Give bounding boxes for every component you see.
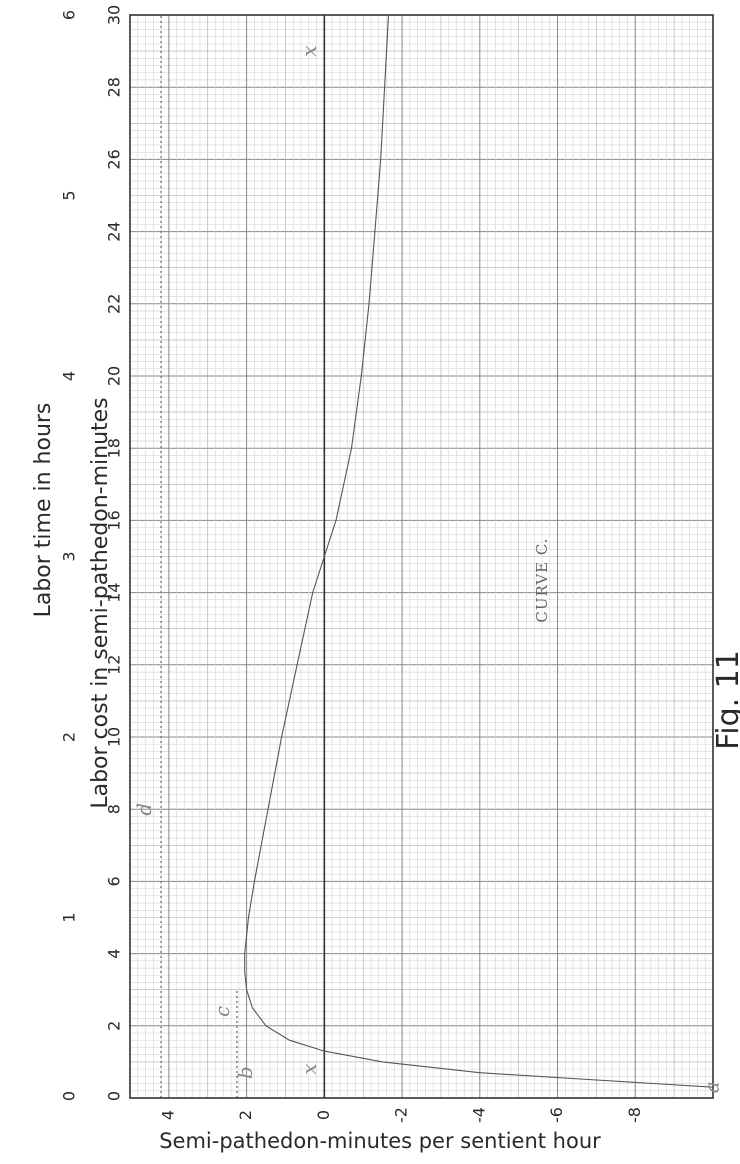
chart-title: CURVE C. (533, 537, 551, 622)
plot-frame (129, 14, 714, 1099)
cost-tick-label: 28 (105, 77, 124, 97)
time-tick-label: 6 (60, 10, 79, 20)
point-label-x: x (297, 1063, 321, 1074)
time-tick-label: 3 (60, 551, 79, 561)
cost-tick-label: 30 (105, 5, 124, 25)
value-tick-label: -4 (469, 1107, 488, 1123)
cost-tick-label: 14 (105, 582, 124, 602)
value-tick-label: 0 (314, 1110, 333, 1120)
x-axis-label-time: Labor time in hours (31, 403, 56, 618)
time-tick-label: 5 (60, 190, 79, 200)
cost-tick-label: 8 (105, 804, 124, 814)
cost-tick-label: 26 (105, 149, 124, 169)
cost-tick-label: 12 (105, 655, 124, 675)
cost-tick-label: 16 (105, 510, 124, 530)
cost-tick-label: 10 (105, 727, 124, 747)
point-label-b: b (233, 1066, 257, 1079)
value-tick-label: 4 (158, 1110, 177, 1120)
value-tick-label: -8 (625, 1107, 644, 1123)
value-tick-label: -2 (392, 1107, 411, 1123)
series-line (244, 14, 714, 1088)
point-label-a: a (700, 1081, 724, 1093)
cost-tick-label: 18 (105, 438, 124, 458)
y-axis-label: Semi-pathedon-minutes per sentient hour (159, 1129, 601, 1153)
point-labels: a b c d x x (132, 45, 723, 1093)
cost-tick-label: 2 (105, 1021, 124, 1031)
time-tick-label: 4 (60, 371, 79, 381)
time-tick-label: 1 (60, 912, 79, 922)
figure-label: Fig. 11 (711, 650, 740, 750)
time-tick-label: 0 (60, 1091, 79, 1101)
value-tick-label: -6 (547, 1107, 566, 1123)
point-label-c: c (210, 1006, 234, 1017)
cost-tick-label: 22 (105, 294, 124, 314)
value-tick-label: 2 (236, 1110, 255, 1120)
cost-tick-label: 20 (105, 366, 124, 386)
cost-tick-label: 4 (105, 949, 124, 959)
point-label-x: x (297, 45, 321, 56)
cost-tick-label: 6 (105, 876, 124, 886)
cost-tick-label: 0 (105, 1091, 124, 1101)
time-tick-label: 2 (60, 732, 79, 742)
grid (129, 14, 714, 1099)
point-label-d: d (132, 803, 156, 816)
cost-tick-label: 24 (105, 221, 124, 241)
guide-lines (160, 15, 238, 1098)
x-axis-label-cost: Labor cost in semi-pathedon-minutes (88, 397, 113, 808)
